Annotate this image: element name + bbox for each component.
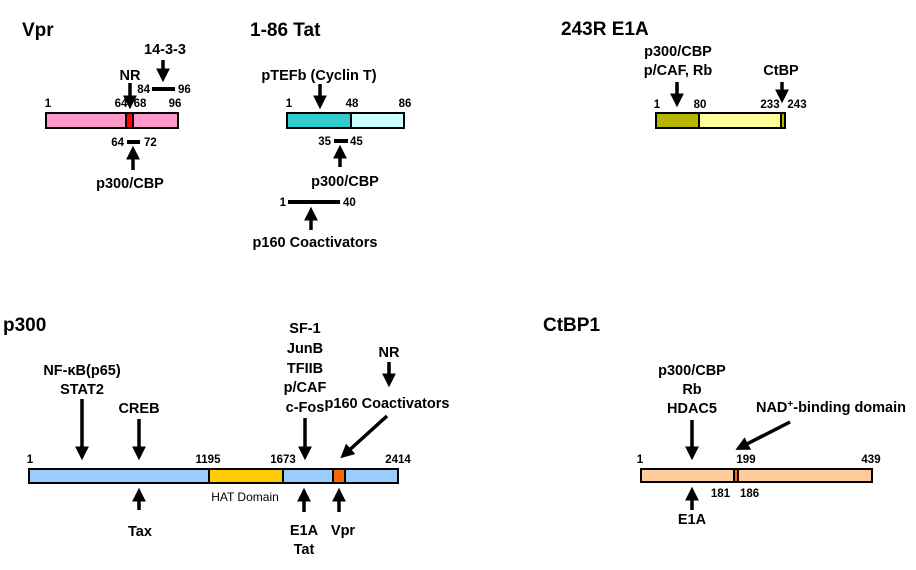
p300-pos-1673: 1673 xyxy=(270,454,296,466)
p300-binder-stat2: STAT2 xyxy=(60,382,104,398)
p300-hat-label: HAT Domain xyxy=(211,490,279,504)
vpr-binder-nr: NR xyxy=(120,68,141,84)
tat-binder-p300: p300/CBP xyxy=(311,174,379,190)
p300-binder-e1a: E1A xyxy=(290,523,319,539)
tat-bar-n xyxy=(286,112,352,129)
ctbp1-pos-186: 186 xyxy=(740,488,759,500)
ctbp1-nad-arrow xyxy=(735,420,791,450)
p300-binder-tat: Tat xyxy=(294,542,315,558)
p300-binder-sf1: SF-1 xyxy=(289,321,320,337)
p300-binder-nr: NR xyxy=(379,345,400,361)
vpr-bar xyxy=(45,112,179,129)
tat-title: 1-86 Tat xyxy=(250,20,321,41)
ctbp1-bar xyxy=(640,468,873,483)
p300-pos-1: 1 xyxy=(27,454,34,466)
p300-binder-nfkb: NF-κB(p65) xyxy=(43,363,121,379)
ctbp1-panel: CtBP1 p300/CBP Rb HDAC5 NAD+-binding dom… xyxy=(543,315,906,528)
tat-bar-c xyxy=(350,112,405,129)
ctbp1-binder-hdac5: HDAC5 xyxy=(667,401,717,417)
vpr-binder-p300: p300/CBP xyxy=(96,176,164,192)
tat-binder-p160: p160 Coactivators xyxy=(253,235,378,251)
tat-binder-ptefb: pTEFb (Cyclin T) xyxy=(261,68,376,84)
e1a-binder-p300: p300/CBP xyxy=(644,44,712,60)
e1a-panel: 243R E1A p300/CBP p/CAF, Rb CtBP 1 80 23… xyxy=(561,19,807,129)
p300-hat-domain xyxy=(208,468,284,484)
vpr-panel: Vpr 14-3-3 84 96 NR 1 64 68 96 64 72 p30… xyxy=(22,20,191,192)
tat-range-40: 40 xyxy=(343,197,356,209)
p300-vpr-site xyxy=(332,468,346,484)
ctbp1-pos-181: 181 xyxy=(711,488,731,500)
p300-binder-pcaf: p/CAF xyxy=(284,380,327,396)
e1a-binder-ctbp: CtBP xyxy=(763,63,799,79)
vpr-pos-96: 96 xyxy=(169,98,182,110)
tat-panel: 1-86 Tat pTEFb (Cyclin T) 1 48 86 35 45 … xyxy=(250,20,411,251)
tat-pos-86: 86 xyxy=(399,98,412,110)
ctbp1-site-181-186 xyxy=(733,468,739,483)
ctbp1-pos-439: 439 xyxy=(861,454,880,466)
vpr-range-64: 64 xyxy=(111,137,124,149)
ctbp1-binder-p300: p300/CBP xyxy=(658,363,726,379)
p300-binder-p160: p160 Coactivators xyxy=(325,396,450,412)
vpr-title: Vpr xyxy=(22,20,54,41)
e1a-pos-243: 243 xyxy=(787,99,806,111)
p300-p160-arrow xyxy=(340,414,389,459)
p300-pos-1195: 1195 xyxy=(196,454,222,466)
p300-binder-creb: CREB xyxy=(118,401,159,417)
e1a-bar-mid xyxy=(698,112,782,129)
tat-range-35: 35 xyxy=(318,136,331,148)
p300-binder-tfiib: TFIIB xyxy=(287,361,323,377)
vpr-pos-1: 1 xyxy=(45,98,52,110)
vpr-range-84: 84 xyxy=(137,84,150,96)
e1a-bar-n xyxy=(655,112,700,129)
ctbp1-pos-199: 199 xyxy=(736,454,755,466)
p300-binder-junb: JunB xyxy=(287,341,323,357)
tat-pos-48: 48 xyxy=(346,98,359,110)
ctbp1-title: CtBP1 xyxy=(543,315,600,336)
tat-range-45: 45 xyxy=(350,136,363,148)
vpr-range-96: 96 xyxy=(178,84,191,96)
vpr-pos-64: 64 xyxy=(115,98,128,110)
p300-panel: p300 NF-κB(p65) STAT2 CREB SF-1 JunB TFI… xyxy=(3,315,449,558)
ctbp1-binder-rb: Rb xyxy=(682,382,701,398)
p300-pos-2414: 2414 xyxy=(385,454,411,466)
e1a-pos-1: 1 xyxy=(654,99,661,111)
p300-binder-vpr: Vpr xyxy=(331,523,356,539)
p300-binder-cfos: c-Fos xyxy=(286,400,325,416)
p300-title: p300 xyxy=(3,315,46,336)
vpr-range-72: 72 xyxy=(144,137,157,149)
vpr-binder-14-3-3: 14-3-3 xyxy=(144,42,186,58)
vpr-site-64-68 xyxy=(125,112,134,129)
ctbp1-binder-e1a: E1A xyxy=(678,512,707,528)
e1a-pos-233: 233 xyxy=(760,99,779,111)
tat-pos-1: 1 xyxy=(286,98,293,110)
e1a-pos-80: 80 xyxy=(694,99,707,111)
ctbp1-nad-label: NAD+-binding domain xyxy=(756,399,906,416)
e1a-binder-pcaf-rb: p/CAF, Rb xyxy=(644,63,713,79)
vpr-pos-68: 68 xyxy=(134,98,147,110)
tat-range-1: 1 xyxy=(280,197,287,209)
p300-binder-tax: Tax xyxy=(128,524,152,540)
ctbp1-pos-1: 1 xyxy=(637,454,644,466)
e1a-bar-c xyxy=(780,112,786,129)
e1a-title: 243R E1A xyxy=(561,19,649,40)
